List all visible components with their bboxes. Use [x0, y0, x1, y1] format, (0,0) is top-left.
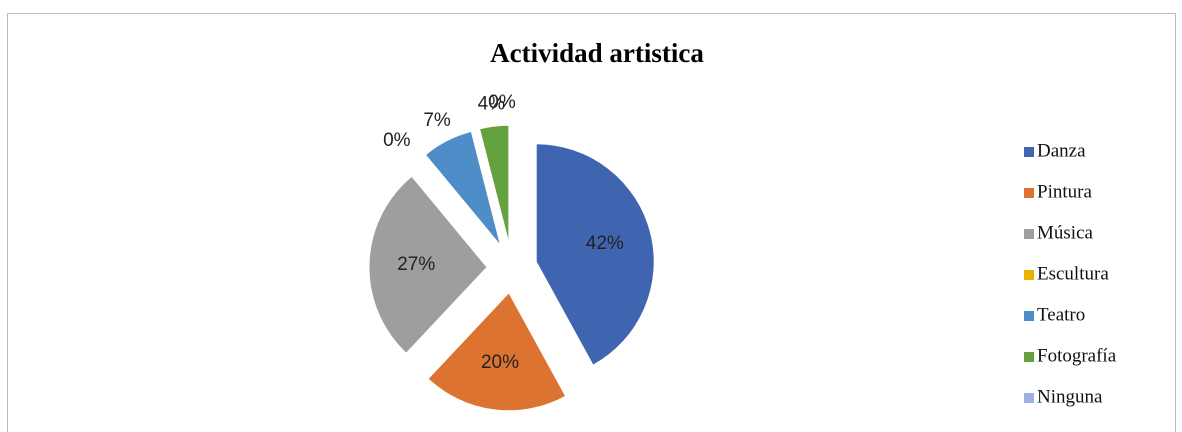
legend-swatch	[1024, 229, 1034, 239]
legend-label: Teatro	[1037, 304, 1085, 325]
pie-slice	[368, 175, 488, 354]
legend-swatch	[1024, 147, 1034, 157]
legend-label: Ninguna	[1037, 386, 1103, 407]
data-label: 27%	[397, 254, 435, 275]
legend-label: Pintura	[1037, 181, 1092, 202]
legend-label: Música	[1037, 222, 1094, 243]
data-label: 42%	[586, 233, 624, 254]
data-label: 20%	[481, 352, 519, 373]
pie-slice	[478, 124, 510, 244]
legend-swatch	[1024, 311, 1034, 321]
pie-slice	[424, 130, 502, 247]
legend-swatch	[1024, 393, 1034, 403]
pie-slice	[535, 143, 655, 366]
data-label: 0%	[488, 92, 516, 113]
legend-label: Danza	[1037, 140, 1086, 161]
legend-label: Fotografía	[1037, 345, 1117, 366]
pie-slice	[427, 291, 567, 412]
data-label: 4%	[478, 93, 506, 114]
data-label: 0%	[383, 130, 411, 151]
legend-swatch	[1024, 270, 1034, 280]
legend-swatch	[1024, 188, 1034, 198]
chart-title: Actividad artistica	[490, 38, 704, 68]
legend-swatch	[1024, 352, 1034, 362]
data-label: 7%	[423, 110, 451, 131]
legend-label: Escultura	[1037, 263, 1109, 284]
